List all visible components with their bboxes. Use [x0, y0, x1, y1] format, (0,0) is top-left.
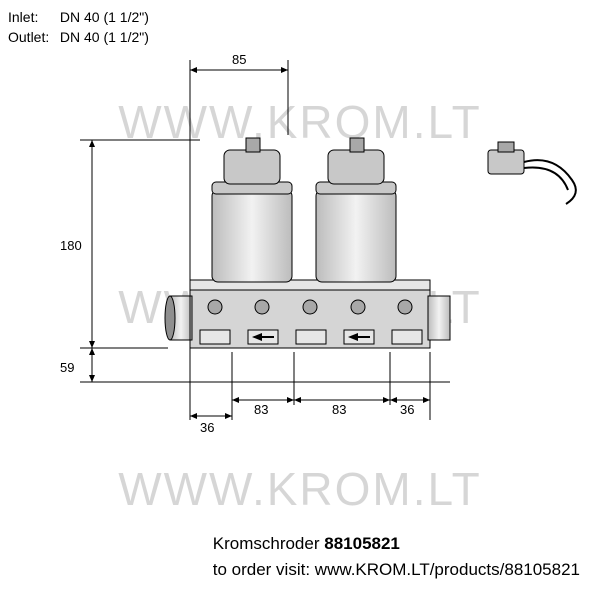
- figure-canvas: Inlet: DN 40 (1 1/2") Outlet: DN 40 (1 1…: [0, 0, 600, 600]
- valve-port-right: [428, 296, 450, 340]
- dim-bottom-a: 36: [200, 420, 214, 435]
- dim-height-59: 59: [60, 360, 74, 375]
- dim-bottom-b: 83: [254, 402, 268, 417]
- solenoid-right: [316, 138, 396, 282]
- footer-line1: Kromschroder 88105821: [213, 531, 580, 557]
- dim-height-180: 180: [60, 238, 82, 253]
- footer-block: Kromschroder 88105821 to order visit: ww…: [213, 531, 580, 582]
- dim-bottom-d: 36: [400, 402, 414, 417]
- footer-line2: to order visit: www.KROM.LT/products/881…: [213, 557, 580, 583]
- dim-bottom-c: 83: [332, 402, 346, 417]
- footer-order-url: www.KROM.LT/products/88105821: [315, 560, 580, 579]
- footer-brand: Kromschroder: [213, 534, 320, 553]
- dim-top: 85: [232, 52, 246, 67]
- footer-order-prefix: to order visit:: [213, 560, 310, 579]
- solenoid-left: [212, 138, 292, 282]
- footer-partno: 88105821: [324, 534, 400, 553]
- electrical-connector: [488, 142, 576, 204]
- valve-port-left-face: [165, 296, 175, 340]
- technical-drawing: 85 180 59 36 83 83 36: [0, 0, 600, 600]
